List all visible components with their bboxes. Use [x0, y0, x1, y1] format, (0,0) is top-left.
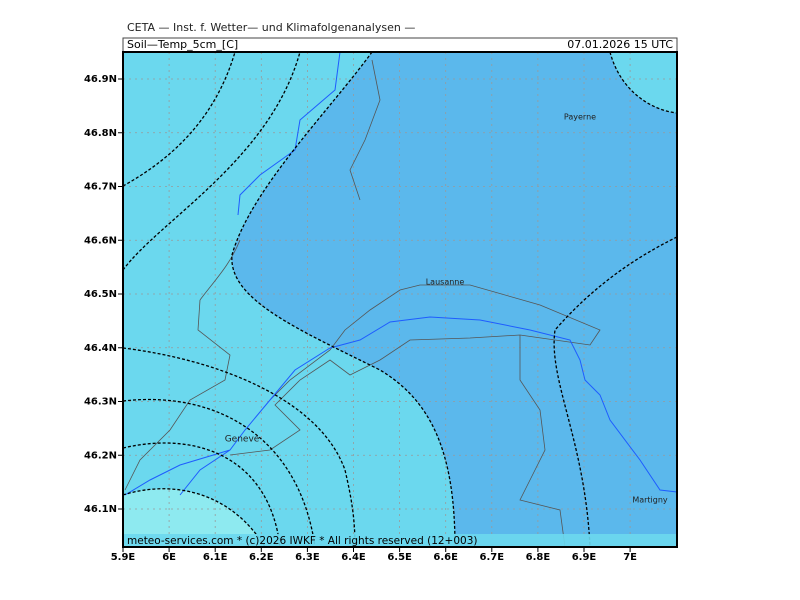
- valid-date: 07.01.2026 15 UTC: [567, 38, 673, 51]
- borders: [124, 59, 601, 548]
- city-label: Geneve: [225, 435, 260, 445]
- lon-tick-label: 6.1E: [203, 552, 228, 563]
- grid: [123, 52, 677, 547]
- isoline: [122, 488, 266, 548]
- field-lightest: [123, 488, 265, 547]
- lon-tick-label: 6.8E: [526, 552, 551, 563]
- lat-tick-label: 46.7N: [84, 182, 117, 193]
- institute: CETA — Inst. f. Wetter— und Klimafolgena…: [127, 21, 415, 34]
- isoline: [231, 51, 456, 548]
- lat-tick-label: 46.9N: [84, 74, 117, 85]
- lon-tick-label: 6.6E: [433, 552, 458, 563]
- lat-tick-label: 46.3N: [84, 397, 117, 408]
- isoline: [122, 51, 301, 271]
- city-label: Payerne: [564, 113, 596, 122]
- lat-tick-label: 46.4N: [84, 343, 117, 354]
- lon-tick-label: 6.9E: [572, 552, 597, 563]
- lon-tick-label: 5.9E: [111, 552, 136, 563]
- lon-tick-label: 6.5E: [387, 552, 412, 563]
- cities: Payerne Lausanne Geneve Martigny: [225, 113, 668, 505]
- lat-tick-label: 46.6N: [84, 235, 117, 246]
- isoline: [122, 398, 316, 548]
- lon-tick-label: 6.7E: [480, 552, 505, 563]
- city-label: Lausanne: [426, 278, 465, 287]
- lat-tick-label: 46.8N: [84, 128, 117, 139]
- lon-tick-label: 6E: [162, 552, 176, 563]
- lat-tick-label: 46.1N: [84, 504, 117, 515]
- lon-tick-label: 6.3E: [295, 552, 320, 563]
- rivers: [124, 51, 678, 496]
- map-area: Payerne Lausanne Geneve Martigny meteo-serv…: [122, 51, 678, 548]
- footer-credit: meteo-services.com * (c)2026 IWKF * All …: [127, 535, 478, 547]
- footer-bar: [123, 534, 677, 547]
- isoline: [609, 51, 678, 114]
- lon-tick-label: 6.2E: [249, 552, 274, 563]
- lon-tick-label: 6.4E: [341, 552, 366, 563]
- city-label: Martigny: [632, 496, 668, 505]
- lat-tick-label: 46.5N: [84, 289, 117, 300]
- lon-tick-label: 7E: [623, 552, 637, 563]
- lat-tick-label: 46.2N: [84, 450, 117, 461]
- field-title: Soil—Temp_5cm_[C]: [127, 38, 238, 51]
- isoline: [122, 347, 356, 548]
- isoline: [122, 442, 281, 548]
- field-dark: [231, 52, 677, 547]
